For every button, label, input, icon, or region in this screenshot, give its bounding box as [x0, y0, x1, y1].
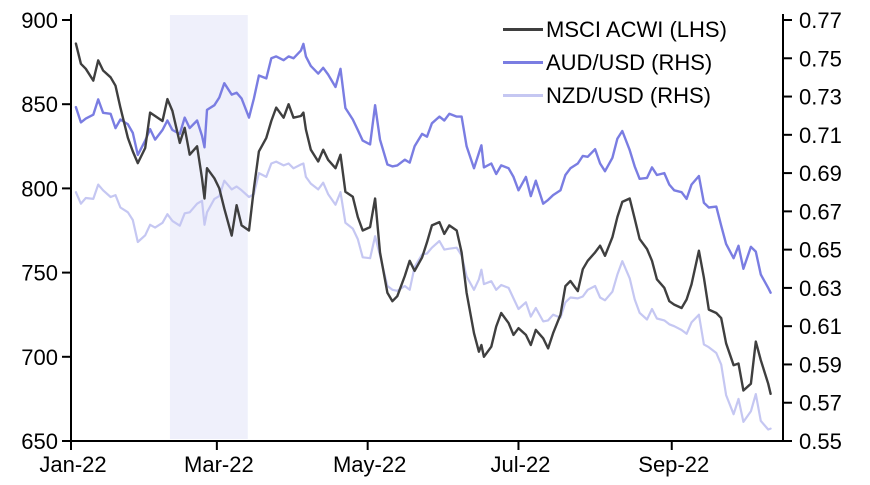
legend-label-aud-usd: AUD/USD (RHS) [546, 49, 713, 75]
highlight-band [169, 15, 248, 439]
legend-label-nzd-usd: NZD/USD (RHS) [546, 82, 711, 108]
legend-row-nzd-usd: NZD/USD (RHS) [503, 79, 727, 112]
legend-label-msci-acwi: MSCI ACWI (LHS) [546, 16, 727, 42]
right-axis-tick-label: 0.69 [799, 161, 842, 186]
series-line-aud-usd-rhs [74, 42, 772, 294]
right-axis-tick-label: 0.71 [799, 123, 842, 148]
legend-row-msci-acwi: MSCI ACWI (LHS) [503, 13, 727, 46]
right-axis-tick-label: 0.73 [799, 85, 842, 110]
left-axis-tick-label: 750 [21, 261, 58, 286]
legend-row-aud-usd: AUD/USD (RHS) [503, 46, 727, 79]
legend-swatch-nzd-usd [503, 94, 543, 97]
legend-swatch-msci-acwi [503, 28, 543, 31]
x-axis-tick-label: Jul-22 [491, 452, 551, 477]
legend: MSCI ACWI (LHS) AUD/USD (RHS) NZD/USD (R… [503, 13, 727, 112]
x-axis-tick-label: Sep-22 [638, 452, 709, 477]
right-axis-tick-label: 0.63 [799, 276, 842, 301]
right-axis-tick-label: 0.57 [799, 391, 842, 416]
x-axis-tick-label: Mar-22 [184, 452, 254, 477]
left-axis-tick-label: 900 [21, 8, 58, 33]
legend-swatch-aud-usd [503, 61, 543, 64]
x-axis-tick-label: Jan-22 [39, 452, 106, 477]
right-axis-tick-label: 0.67 [799, 199, 842, 224]
left-axis-tick-label: 650 [21, 429, 58, 454]
right-axis-tick-label: 0.55 [799, 429, 842, 454]
left-axis-tick-label: 850 [21, 92, 58, 117]
right-axis-tick-label: 0.61 [799, 314, 842, 339]
left-axis-tick-label: 800 [21, 176, 58, 201]
series-line-msci-acwi-lhs [74, 42, 772, 395]
right-axis-tick-label: 0.77 [799, 8, 842, 33]
right-axis-tick-label: 0.65 [799, 238, 842, 263]
right-axis-tick-label: 0.59 [799, 352, 842, 377]
x-axis-tick-label: May-22 [333, 452, 406, 477]
left-axis-tick-label: 700 [21, 345, 58, 370]
right-axis-tick-label: 0.75 [799, 46, 842, 71]
